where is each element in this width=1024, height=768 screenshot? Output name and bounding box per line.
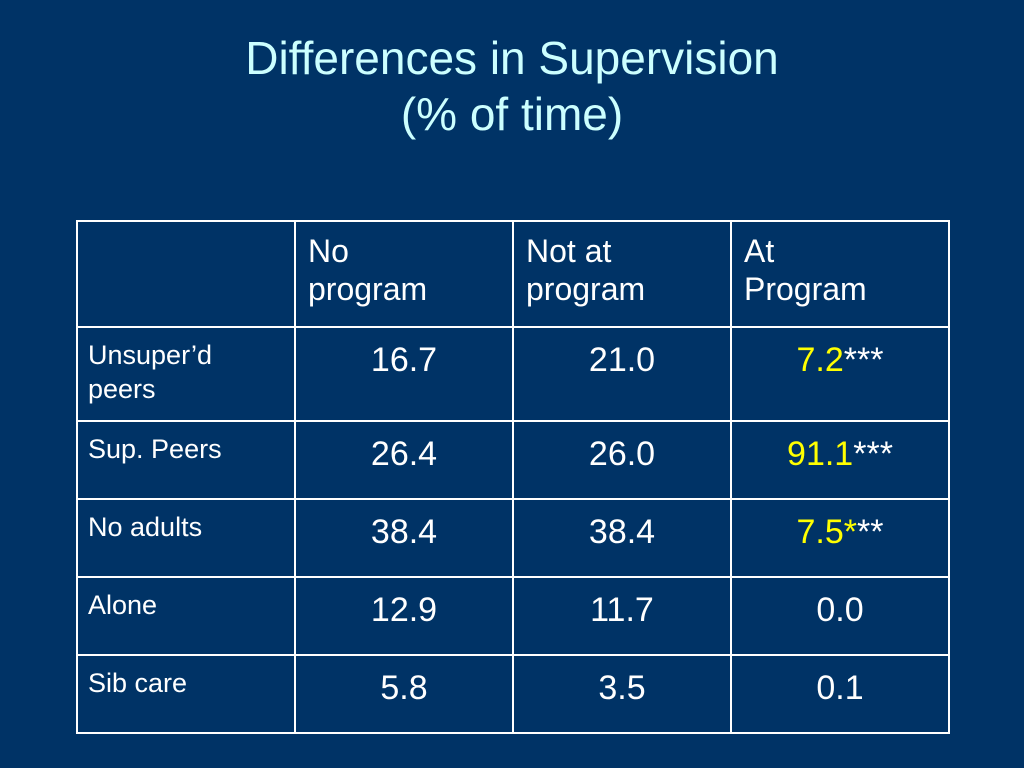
header-no-program: No program <box>294 220 514 328</box>
header-at-program: At Program <box>730 220 950 328</box>
row-label: Sup. Peers <box>88 434 222 464</box>
row-label: No adults <box>88 512 203 542</box>
value-cell: 26.4 <box>294 420 514 500</box>
value-cell: 38.4 <box>294 498 514 578</box>
row-label: Alone <box>88 590 158 620</box>
value-cell: 7.2*** <box>730 326 950 422</box>
highlighted-value: 91.1 <box>787 435 854 473</box>
row-label-cell: Unsuper’d peers <box>76 326 296 422</box>
table-row: Unsuper’d peers 16.7 21.0 7.2*** <box>76 326 950 422</box>
value-cell: 38.4 <box>512 498 732 578</box>
header-line: program <box>308 271 428 307</box>
title-line-2: (% of time) <box>400 88 624 140</box>
significance-mark: *** <box>843 341 884 379</box>
supervision-table: No program Not at program At Program Uns… <box>76 220 950 734</box>
table-row: Sib care 5.8 3.5 0.1 <box>76 654 950 734</box>
value-cell: 0.1 <box>730 654 950 734</box>
table-row: Sup. Peers 26.4 26.0 91.1*** <box>76 420 950 500</box>
highlighted-value: 7.5* <box>796 513 858 551</box>
value: 0.0 <box>816 591 864 629</box>
header-line: Not at <box>526 233 612 269</box>
header-row: No program Not at program At Program <box>76 220 950 328</box>
value-cell: 11.7 <box>512 576 732 656</box>
header-empty-cell <box>76 220 296 328</box>
highlighted-value: 7.2 <box>796 341 844 379</box>
value-cell: 3.5 <box>512 654 732 734</box>
row-label-cell: No adults <box>76 498 296 578</box>
value-cell: 91.1*** <box>730 420 950 500</box>
value: 21.0 <box>588 341 656 379</box>
table-row: No adults 38.4 38.4 7.5*** <box>76 498 950 578</box>
row-label: Unsuper’d <box>88 340 213 370</box>
value: 38.4 <box>588 513 656 551</box>
table-row: Alone 12.9 11.7 0.0 <box>76 576 950 656</box>
value-cell: 26.0 <box>512 420 732 500</box>
row-label-cell: Sup. Peers <box>76 420 296 500</box>
value-cell: 16.7 <box>294 326 514 422</box>
slide-title: Differences in Supervision (% of time) <box>0 30 1024 142</box>
row-label-cell: Sib care <box>76 654 296 734</box>
value-cell: 5.8 <box>294 654 514 734</box>
header-line: Program <box>744 271 867 307</box>
value: 0.1 <box>816 669 864 707</box>
header-not-at-program: Not at program <box>512 220 732 328</box>
value: 16.7 <box>370 341 438 379</box>
row-label: peers <box>88 374 156 404</box>
value-cell: 0.0 <box>730 576 950 656</box>
header-line: At <box>744 233 775 269</box>
value: 38.4 <box>370 513 438 551</box>
header-line: No <box>308 233 349 269</box>
header-line: program <box>526 271 646 307</box>
value: 12.9 <box>370 591 438 629</box>
title-line-1: Differences in Supervision <box>245 32 779 84</box>
row-label-cell: Alone <box>76 576 296 656</box>
significance-mark: *** <box>853 435 893 473</box>
value-cell: 12.9 <box>294 576 514 656</box>
value: 11.7 <box>590 591 654 629</box>
value: 26.0 <box>588 435 656 473</box>
value: 5.8 <box>380 669 428 707</box>
value: 26.4 <box>370 435 438 473</box>
value: 3.5 <box>598 669 646 707</box>
value-cell: 21.0 <box>512 326 732 422</box>
row-label: Sib care <box>88 668 188 698</box>
value-cell: 7.5*** <box>730 498 950 578</box>
significance-mark: ** <box>857 513 884 551</box>
